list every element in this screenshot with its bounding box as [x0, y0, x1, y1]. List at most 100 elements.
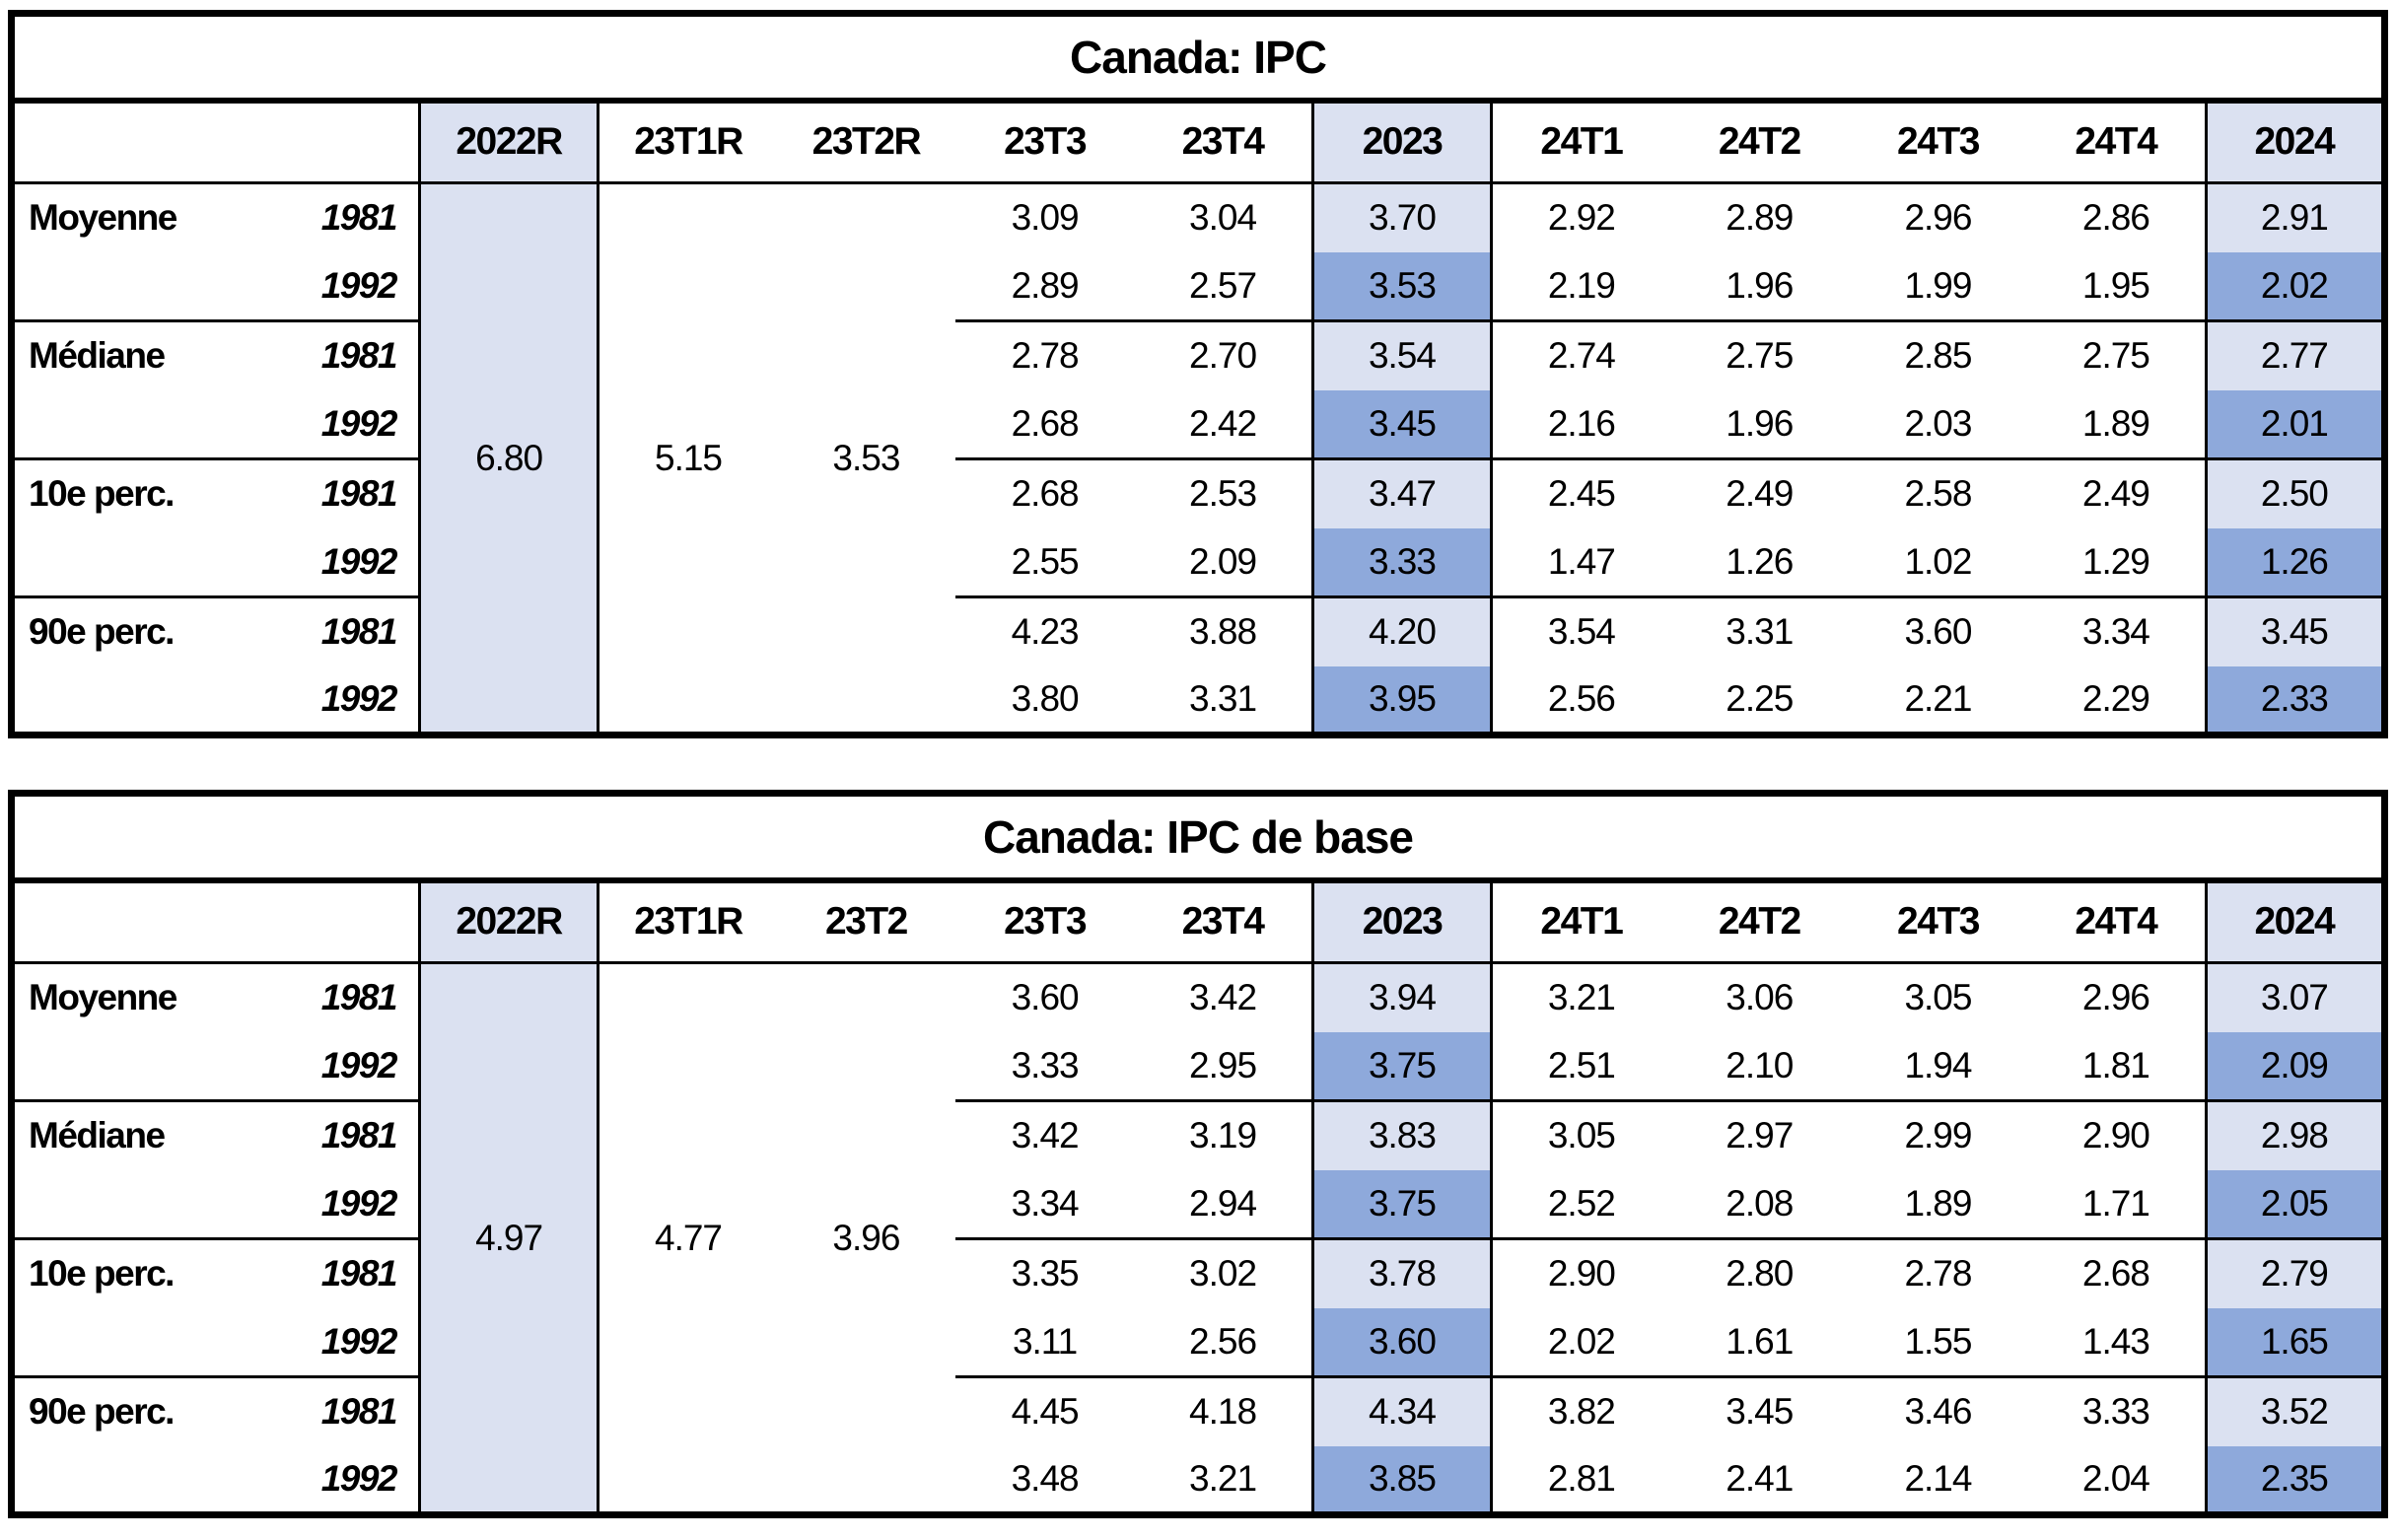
row-year: 1992 [267, 665, 422, 735]
value-cell: 2.03 [1904, 402, 1972, 444]
table-row: 1992 3.34 2.94 3.75 2.52 2.08 1.89 1.71 2.05 [12, 1169, 2385, 1239]
table-row: 1992 2.55 2.09 3.33 1.47 1.26 1.02 1.29 1.26 [12, 527, 2385, 597]
col-header: 23T4 [1134, 100, 1313, 184]
value-cell: 3.45 [1310, 389, 1494, 459]
row-year: 1981 [267, 962, 422, 1032]
value-cell: 1.29 [2081, 540, 2150, 582]
row-label: 90e perc. [11, 595, 268, 666]
header-row: 2022R 23T1R 23T2 23T3 23T4 2023 24T1 24T2 24T3 24… [11, 879, 2385, 964]
table-row: 90e perc. 1981 4.45 4.18 4.34 3.82 3.45 3.46 3.3… [11, 1375, 2385, 1446]
value-cell: 1.99 [1904, 264, 1972, 306]
value-cell: 3.06 [1726, 977, 1794, 1018]
value-cell: 1.89 [1904, 1182, 1972, 1224]
row-label: Médiane [11, 319, 268, 390]
table-title: Canada: IPC de base [11, 793, 2385, 883]
col-header: 2023 [1310, 100, 1494, 184]
col-header: 24T4 [2027, 879, 2207, 964]
value-cell: 4.23 [955, 595, 1135, 666]
merged-value-cell: 3.53 [832, 437, 900, 478]
row-label: Médiane [11, 1099, 268, 1170]
value-cell: 2.92 [1547, 197, 1616, 239]
merged-value-cell: 4.97 [417, 962, 600, 1515]
value-cell: 2.77 [2204, 319, 2385, 390]
ipc-base-table-body: Canada: IPC de base 2022R 23T1R 23T2 23T3 23T… [11, 793, 2385, 1515]
value-cell: 2.04 [2081, 1457, 2150, 1499]
row-label: Moyenne [29, 197, 177, 239]
value-cell: 3.19 [1134, 1099, 1313, 1170]
value-cell: 2.10 [1726, 1044, 1794, 1085]
row-label [12, 666, 268, 735]
value-cell: 2.49 [2027, 457, 2207, 528]
value-cell: 3.75 [1310, 1169, 1494, 1239]
value-cell: 3.34 [2027, 595, 2207, 666]
value-cell: 2.89 [1011, 264, 1080, 306]
header-row: 2022R 23T1R 23T2R 23T3 23T4 2023 24T1 24T2 24T3 2… [11, 100, 2385, 184]
value-cell: 2.98 [2204, 1099, 2385, 1170]
value-cell: 2.09 [1189, 540, 1257, 582]
row-year: 1981 [267, 1099, 422, 1170]
col-header: 24T1 [1491, 879, 1670, 964]
value-cell: 2.90 [1491, 1237, 1670, 1308]
table-title: Canada: IPC [11, 13, 2385, 104]
row-label: Moyenne [29, 977, 177, 1018]
value-cell: 2.96 [1904, 197, 1972, 239]
col-header: 24T2 [1669, 879, 1849, 964]
value-cell: 3.75 [1310, 1031, 1494, 1101]
value-cell: 3.31 [1669, 595, 1849, 666]
value-cell: 1.95 [2081, 264, 2150, 306]
value-cell: 1.94 [1904, 1044, 1972, 1085]
row-label [12, 1446, 268, 1515]
value-cell: 1.43 [2081, 1320, 2150, 1362]
value-cell: 4.34 [1310, 1375, 1494, 1446]
col-header: 2022R [417, 100, 600, 184]
value-cell: 2.75 [1669, 319, 1849, 390]
value-cell: 2.05 [2204, 1169, 2385, 1239]
value-cell: 3.35 [955, 1237, 1135, 1308]
value-cell: 2.68 [1011, 402, 1080, 444]
value-cell: 2.91 [2204, 182, 2385, 252]
value-cell: 3.46 [1848, 1375, 2028, 1446]
table-row: 1992 3.48 3.21 3.85 2.81 2.41 2.14 2.04 2.35 [12, 1445, 2385, 1515]
ipc-table: Canada: IPC 2022R 23T1R 23T2R 23T3 23T4 2023 24… [8, 10, 2388, 738]
value-cell: 3.47 [1310, 457, 1494, 528]
row-label [12, 1032, 268, 1101]
table-row: Médiane 1981 3.42 3.19 3.83 3.05 2.97 2.99 2.90 2… [11, 1099, 2385, 1170]
table-row: 1992 2.68 2.42 3.45 2.16 1.96 2.03 1.89 2.01 [12, 389, 2385, 459]
value-cell: 2.74 [1491, 319, 1670, 390]
col-header: 23T4 [1134, 879, 1313, 964]
merged-value-cell: 3.96 [832, 1217, 900, 1258]
table-row: 1992 2.89 2.57 3.53 2.19 1.96 1.99 1.95 2.02 [12, 251, 2385, 321]
row-year: 1981 [267, 1237, 422, 1308]
table-row: 10e perc. 1981 3.35 3.02 3.78 2.90 2.80 2.78 2.6… [11, 1237, 2385, 1308]
value-cell: 2.78 [955, 319, 1135, 390]
row-year: 1992 [267, 1307, 422, 1377]
value-cell: 1.02 [1904, 540, 1972, 582]
value-cell: 4.18 [1134, 1375, 1313, 1446]
value-cell: 3.33 [1310, 527, 1494, 597]
value-cell: 2.33 [2204, 665, 2385, 735]
table-row: 1992 3.80 3.31 3.95 2.56 2.25 2.21 2.29 2.33 [12, 665, 2385, 735]
col-header: 24T1 [1491, 100, 1670, 184]
value-cell: 2.81 [1547, 1457, 1616, 1499]
value-cell: 3.11 [1012, 1320, 1078, 1362]
row-year: 1992 [267, 527, 422, 597]
value-cell: 3.54 [1491, 595, 1670, 666]
value-cell: 1.81 [2081, 1044, 2150, 1085]
row-year: 1992 [267, 1169, 422, 1239]
title-row: Canada: IPC de base [11, 793, 2385, 883]
table-row: 1992 3.11 2.56 3.60 2.02 1.61 1.55 1.43 1.65 [12, 1307, 2385, 1377]
ipc-table-body: Canada: IPC 2022R 23T1R 23T2R 23T3 23T4 2023 24… [11, 13, 2385, 735]
value-cell: 2.78 [1848, 1237, 2028, 1308]
value-cell: 2.68 [2027, 1237, 2207, 1308]
row-year: 1981 [267, 457, 422, 528]
table-row: 1992 3.33 2.95 3.75 2.51 2.10 1.94 1.81 2.09 [12, 1031, 2385, 1101]
row-year: 1992 [267, 251, 422, 321]
value-cell: 3.54 [1310, 319, 1494, 390]
value-cell: 2.52 [1547, 1182, 1616, 1224]
value-cell: 3.60 [1310, 1307, 1494, 1377]
row-year: 1992 [267, 1031, 422, 1101]
col-header: 24T3 [1848, 100, 2028, 184]
value-cell: 3.95 [1310, 665, 1494, 735]
value-cell: 2.89 [1726, 197, 1794, 239]
value-cell: 3.42 [1189, 977, 1257, 1018]
